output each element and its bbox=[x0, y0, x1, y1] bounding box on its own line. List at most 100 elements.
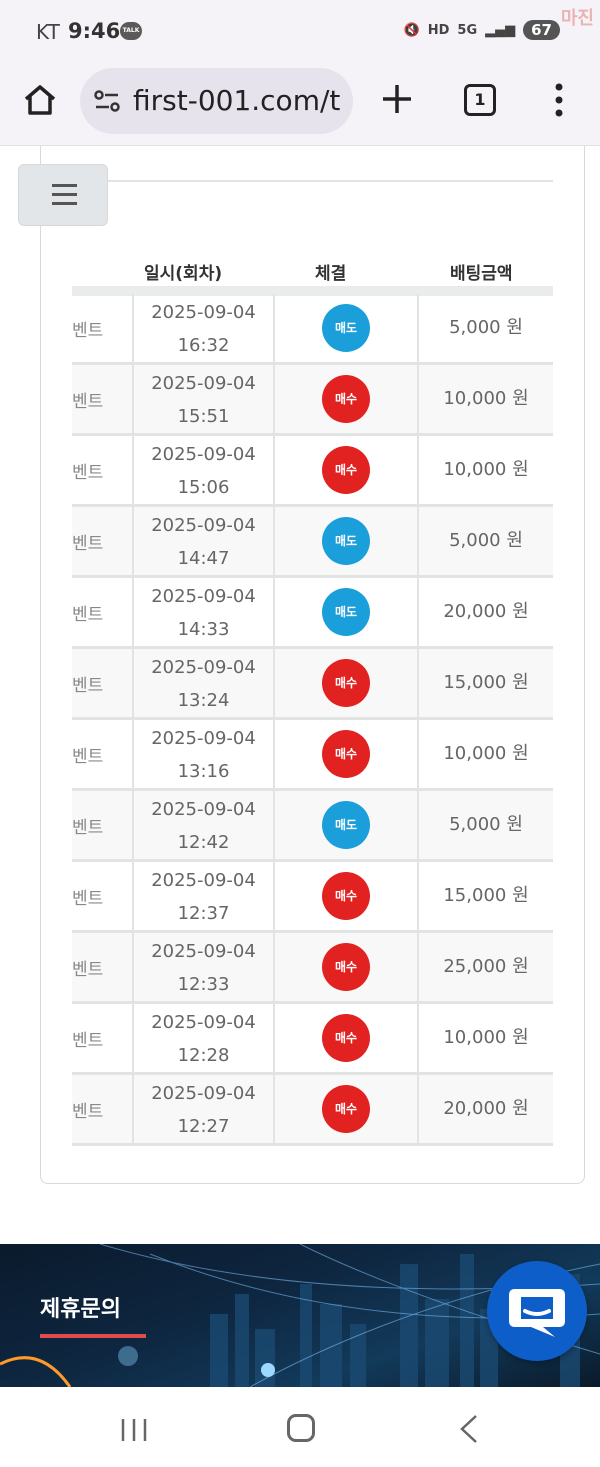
time-text: 13:24 bbox=[177, 690, 230, 711]
label-underline bbox=[40, 1334, 146, 1338]
tab-switcher-icon[interactable]: 1 bbox=[464, 84, 496, 116]
event-cell: 벤트 bbox=[72, 392, 104, 412]
sell-badge: 매도 bbox=[322, 801, 370, 849]
amount-cell: 15,000 원 bbox=[417, 649, 553, 717]
table-row: 벤트 2025-09-04 12:42 매도 5,000 원 bbox=[72, 791, 553, 862]
event-cell: 벤트 bbox=[72, 321, 104, 341]
time-text: 12:28 bbox=[177, 1045, 230, 1066]
clock: 9:46 bbox=[68, 19, 121, 43]
more-vert-icon[interactable] bbox=[552, 82, 566, 118]
event-cell: 벤트 bbox=[72, 1102, 104, 1122]
time-text: 12:37 bbox=[177, 903, 230, 924]
date-text: 2025-09-04 bbox=[151, 657, 256, 678]
time-text: 12:27 bbox=[177, 1116, 230, 1137]
time-text: 16:32 bbox=[177, 335, 230, 356]
sell-badge: 매도 bbox=[322, 304, 370, 352]
amount-cell: 5,000 원 bbox=[417, 294, 553, 362]
date-cell: 2025-09-04 13:16 bbox=[132, 720, 275, 788]
recent-apps-icon[interactable] bbox=[120, 1417, 148, 1443]
buy-badge: 매수 bbox=[322, 730, 370, 778]
event-cell: 벤트 bbox=[72, 605, 104, 625]
battery-icon: 67 bbox=[523, 20, 560, 40]
table-row: 벤트 2025-09-04 13:16 매수 10,000 원 bbox=[72, 720, 553, 791]
status-icons: 🔇 HD 5G ▂▄▆ 67 bbox=[404, 20, 560, 40]
event-cell: 벤트 bbox=[72, 747, 104, 767]
table-row: 벤트 2025-09-04 14:47 매도 5,000 원 bbox=[72, 507, 553, 578]
event-cell: 벤트 bbox=[72, 676, 104, 696]
watermark-logo: 마진 bbox=[560, 8, 594, 29]
date-cell: 2025-09-04 12:37 bbox=[132, 862, 275, 930]
buy-badge: 매수 bbox=[322, 375, 370, 423]
table-row: 벤트 2025-09-04 12:37 매수 15,000 원 bbox=[72, 862, 553, 933]
header-divider bbox=[72, 286, 553, 296]
url-text[interactable]: first-001.com/t bbox=[133, 84, 341, 117]
event-cell: 벤트 bbox=[72, 1031, 104, 1051]
nav-home-icon[interactable] bbox=[287, 1414, 315, 1442]
amount-cell: 10,000 원 bbox=[417, 436, 553, 504]
table-row: 벤트 2025-09-04 12:28 매수 10,000 원 bbox=[72, 1004, 553, 1075]
date-text: 2025-09-04 bbox=[151, 515, 256, 536]
time-text: 13:16 bbox=[177, 761, 230, 782]
table-row: 벤트 2025-09-04 12:33 매수 25,000 원 bbox=[72, 933, 553, 1004]
column-header-execution: 체결 bbox=[315, 264, 347, 284]
amount-cell: 10,000 원 bbox=[417, 1004, 553, 1072]
date-cell: 2025-09-04 16:32 bbox=[132, 294, 275, 362]
amount-cell: 25,000 원 bbox=[417, 933, 553, 1001]
date-text: 2025-09-04 bbox=[151, 302, 256, 323]
date-cell: 2025-09-04 12:33 bbox=[132, 933, 275, 1001]
chat-bubble-icon bbox=[509, 1289, 565, 1337]
table-row: 벤트 2025-09-04 13:24 매수 15,000 원 bbox=[72, 649, 553, 720]
date-text: 2025-09-04 bbox=[151, 1012, 256, 1033]
divider bbox=[71, 180, 553, 182]
plus-icon[interactable] bbox=[380, 82, 414, 116]
buy-badge: 매수 bbox=[322, 659, 370, 707]
table-row: 벤트 2025-09-04 15:51 매수 10,000 원 bbox=[72, 365, 553, 436]
buy-badge: 매수 bbox=[322, 446, 370, 494]
amount-cell: 5,000 원 bbox=[417, 791, 553, 859]
table-body: 벤트 2025-09-04 16:32 매도 5,000 원 벤트 2025-09-04 15… bbox=[72, 294, 553, 1146]
table-row: 벤트 2025-09-04 12:27 매수 20,000 원 bbox=[72, 1075, 553, 1146]
time-text: 14:33 bbox=[177, 619, 230, 640]
event-cell: 벤트 bbox=[72, 463, 104, 483]
date-text: 2025-09-04 bbox=[151, 728, 256, 749]
event-cell: 벤트 bbox=[72, 534, 104, 554]
time-text: 14:47 bbox=[177, 548, 230, 569]
chat-button[interactable] bbox=[487, 1261, 587, 1361]
buy-badge: 매수 bbox=[322, 872, 370, 920]
amount-cell: 20,000 원 bbox=[417, 578, 553, 646]
date-cell: 2025-09-04 15:06 bbox=[132, 436, 275, 504]
table-row: 벤트 2025-09-04 16:32 매도 5,000 원 bbox=[72, 294, 553, 365]
table-header: 일시(회차) 체결 배팅금액 bbox=[72, 248, 553, 296]
event-cell: 벤트 bbox=[72, 818, 104, 838]
betting-history-table: 일시(회차) 체결 배팅금액 벤트 2025-09-04 16:32 매도 5,000 … bbox=[72, 248, 553, 1146]
time-text: 15:51 bbox=[177, 406, 230, 427]
date-cell: 2025-09-04 15:51 bbox=[132, 365, 275, 433]
date-text: 2025-09-04 bbox=[151, 870, 256, 891]
home-icon[interactable] bbox=[22, 82, 58, 118]
browser-toolbar: first-001.com/t 1 bbox=[0, 62, 600, 146]
date-cell: 2025-09-04 12:27 bbox=[132, 1075, 275, 1143]
amount-cell: 15,000 원 bbox=[417, 862, 553, 930]
time-text: 12:42 bbox=[177, 832, 230, 853]
kakaotalk-notification-icon: TALK bbox=[120, 22, 142, 40]
hamburger-menu-icon[interactable] bbox=[18, 164, 108, 226]
date-cell: 2025-09-04 13:24 bbox=[132, 649, 275, 717]
date-text: 2025-09-04 bbox=[151, 799, 256, 820]
address-bar[interactable]: first-001.com/t bbox=[80, 68, 353, 134]
amount-cell: 20,000 원 bbox=[417, 1075, 553, 1143]
date-cell: 2025-09-04 12:42 bbox=[132, 791, 275, 859]
carrier-label: KT bbox=[36, 20, 60, 44]
table-row: 벤트 2025-09-04 15:06 매수 10,000 원 bbox=[72, 436, 553, 507]
date-cell: 2025-09-04 14:47 bbox=[132, 507, 275, 575]
date-text: 2025-09-04 bbox=[151, 586, 256, 607]
partnership-inquiry-label[interactable]: 제휴문의 bbox=[40, 1297, 121, 1322]
back-icon[interactable] bbox=[458, 1414, 480, 1444]
network-type-icon: 5G bbox=[457, 22, 478, 38]
tune-icon[interactable] bbox=[94, 88, 120, 114]
date-cell: 2025-09-04 12:28 bbox=[132, 1004, 275, 1072]
column-header-amount: 배팅금액 bbox=[450, 264, 513, 284]
mute-icon: 🔇 bbox=[403, 22, 420, 38]
sell-badge: 매도 bbox=[322, 517, 370, 565]
amount-cell: 10,000 원 bbox=[417, 720, 553, 788]
date-text: 2025-09-04 bbox=[151, 1083, 256, 1104]
